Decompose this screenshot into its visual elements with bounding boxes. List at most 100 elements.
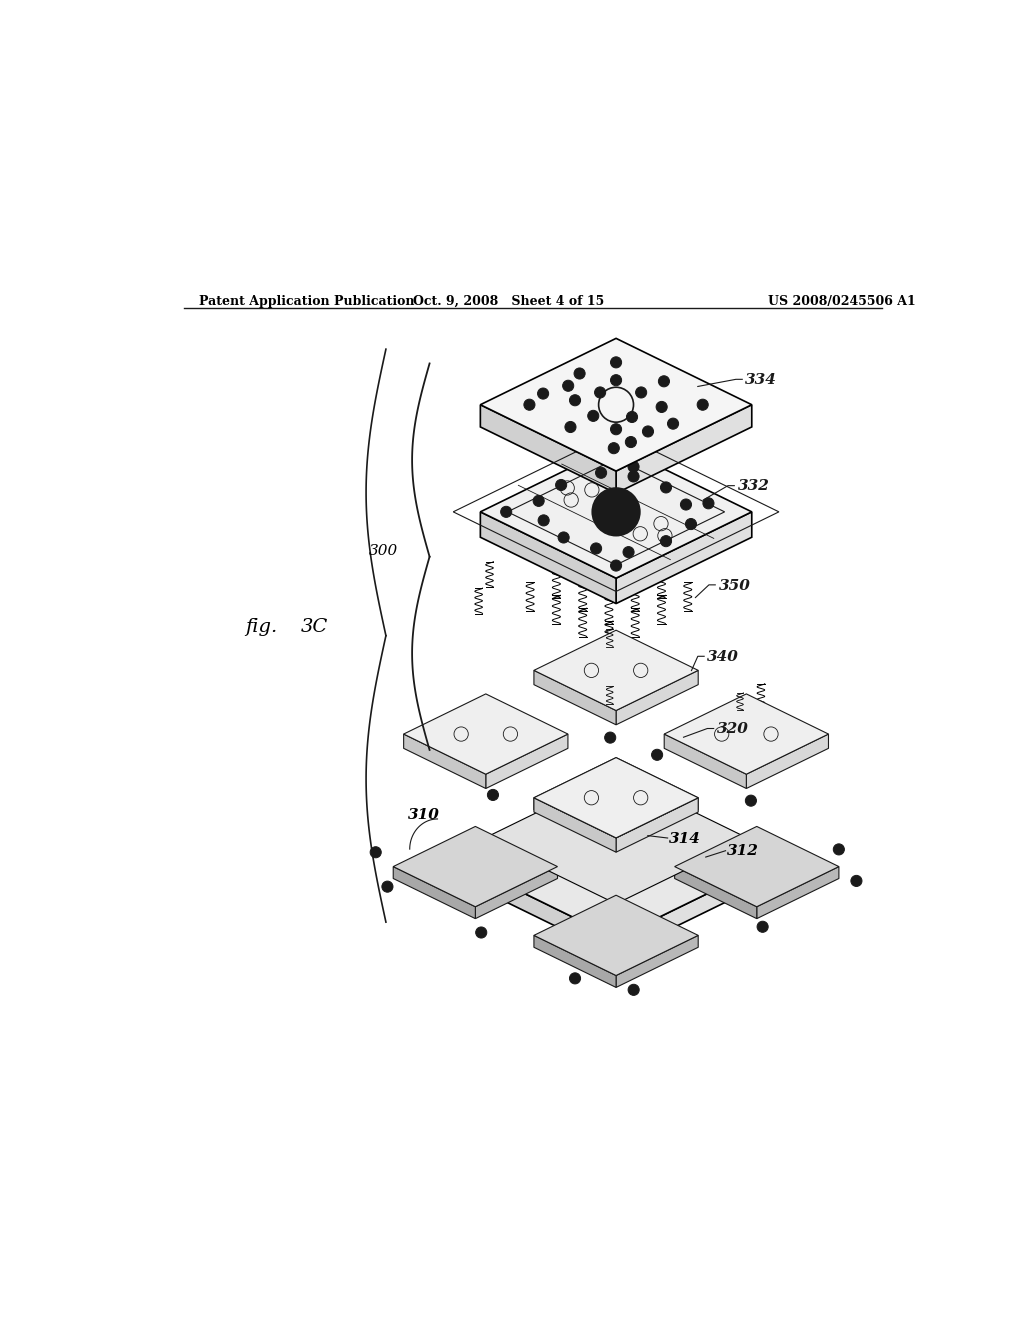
Polygon shape	[616, 405, 752, 494]
Circle shape	[370, 846, 381, 858]
Text: 340: 340	[708, 649, 739, 664]
Polygon shape	[480, 338, 752, 471]
Circle shape	[534, 495, 544, 507]
Polygon shape	[534, 671, 616, 725]
Polygon shape	[534, 895, 698, 975]
Circle shape	[628, 461, 639, 473]
Circle shape	[660, 536, 672, 546]
Circle shape	[757, 921, 768, 932]
Text: 350: 350	[719, 578, 751, 593]
Polygon shape	[393, 826, 557, 907]
Polygon shape	[665, 694, 828, 775]
Polygon shape	[616, 936, 698, 987]
Polygon shape	[534, 758, 698, 838]
Polygon shape	[483, 838, 616, 912]
Circle shape	[574, 368, 585, 379]
Circle shape	[602, 498, 631, 527]
Text: 314: 314	[670, 832, 701, 846]
Polygon shape	[480, 405, 616, 494]
Polygon shape	[534, 936, 616, 987]
Text: Patent Application Publication: Patent Application Publication	[200, 296, 415, 308]
Circle shape	[524, 399, 535, 411]
Circle shape	[834, 843, 845, 855]
Polygon shape	[403, 694, 568, 775]
Circle shape	[628, 985, 639, 995]
Circle shape	[626, 437, 637, 447]
Circle shape	[702, 498, 714, 508]
Circle shape	[569, 395, 581, 405]
Circle shape	[562, 380, 573, 391]
Polygon shape	[480, 512, 616, 603]
Polygon shape	[616, 867, 763, 956]
Circle shape	[685, 519, 696, 529]
Text: 310: 310	[409, 808, 440, 822]
Polygon shape	[757, 867, 839, 919]
Polygon shape	[616, 671, 698, 725]
Polygon shape	[483, 774, 749, 904]
Circle shape	[656, 401, 668, 412]
Circle shape	[501, 507, 512, 517]
Circle shape	[610, 356, 622, 368]
Polygon shape	[534, 797, 616, 853]
Polygon shape	[675, 867, 757, 919]
Circle shape	[538, 388, 549, 399]
Circle shape	[660, 482, 672, 492]
Circle shape	[588, 411, 599, 421]
Circle shape	[668, 418, 679, 429]
Circle shape	[636, 387, 647, 399]
Polygon shape	[616, 797, 698, 853]
Circle shape	[476, 927, 486, 939]
Polygon shape	[616, 797, 698, 850]
Text: US 2008/0245506 A1: US 2008/0245506 A1	[768, 296, 916, 308]
Polygon shape	[616, 512, 752, 603]
Circle shape	[658, 376, 670, 387]
Polygon shape	[403, 734, 485, 788]
Circle shape	[608, 442, 620, 454]
Polygon shape	[475, 867, 557, 919]
Circle shape	[558, 532, 569, 543]
Polygon shape	[675, 826, 839, 907]
Polygon shape	[534, 630, 698, 710]
Circle shape	[591, 543, 602, 554]
Circle shape	[595, 387, 605, 399]
Polygon shape	[485, 734, 568, 788]
Circle shape	[556, 479, 566, 491]
Circle shape	[627, 412, 638, 422]
Circle shape	[623, 546, 634, 557]
Circle shape	[565, 421, 577, 433]
Polygon shape	[534, 797, 616, 850]
Polygon shape	[616, 838, 749, 912]
Text: 332: 332	[737, 479, 769, 494]
Circle shape	[745, 795, 757, 807]
Text: 320: 320	[717, 722, 749, 737]
Circle shape	[382, 880, 393, 892]
Circle shape	[596, 467, 606, 478]
Polygon shape	[665, 734, 746, 788]
Circle shape	[569, 973, 581, 983]
Circle shape	[651, 750, 663, 760]
Circle shape	[487, 789, 499, 800]
Text: Oct. 9, 2008   Sheet 4 of 15: Oct. 9, 2008 Sheet 4 of 15	[414, 296, 604, 308]
Text: 334: 334	[745, 374, 777, 387]
Circle shape	[538, 515, 549, 525]
Circle shape	[592, 488, 640, 536]
Circle shape	[610, 424, 622, 434]
Text: 312: 312	[727, 845, 759, 858]
Polygon shape	[534, 758, 698, 838]
Circle shape	[642, 426, 653, 437]
Circle shape	[680, 499, 691, 510]
Circle shape	[697, 399, 709, 411]
Polygon shape	[746, 734, 828, 788]
Circle shape	[851, 875, 862, 887]
Text: 300: 300	[369, 544, 397, 558]
Polygon shape	[480, 446, 752, 578]
Circle shape	[610, 375, 622, 385]
Polygon shape	[469, 795, 763, 939]
Text: fig.: fig.	[246, 619, 278, 636]
Text: 3C: 3C	[301, 619, 329, 636]
Polygon shape	[393, 867, 475, 919]
Circle shape	[604, 733, 615, 743]
Circle shape	[628, 471, 639, 482]
Circle shape	[610, 560, 622, 572]
Polygon shape	[469, 867, 616, 956]
